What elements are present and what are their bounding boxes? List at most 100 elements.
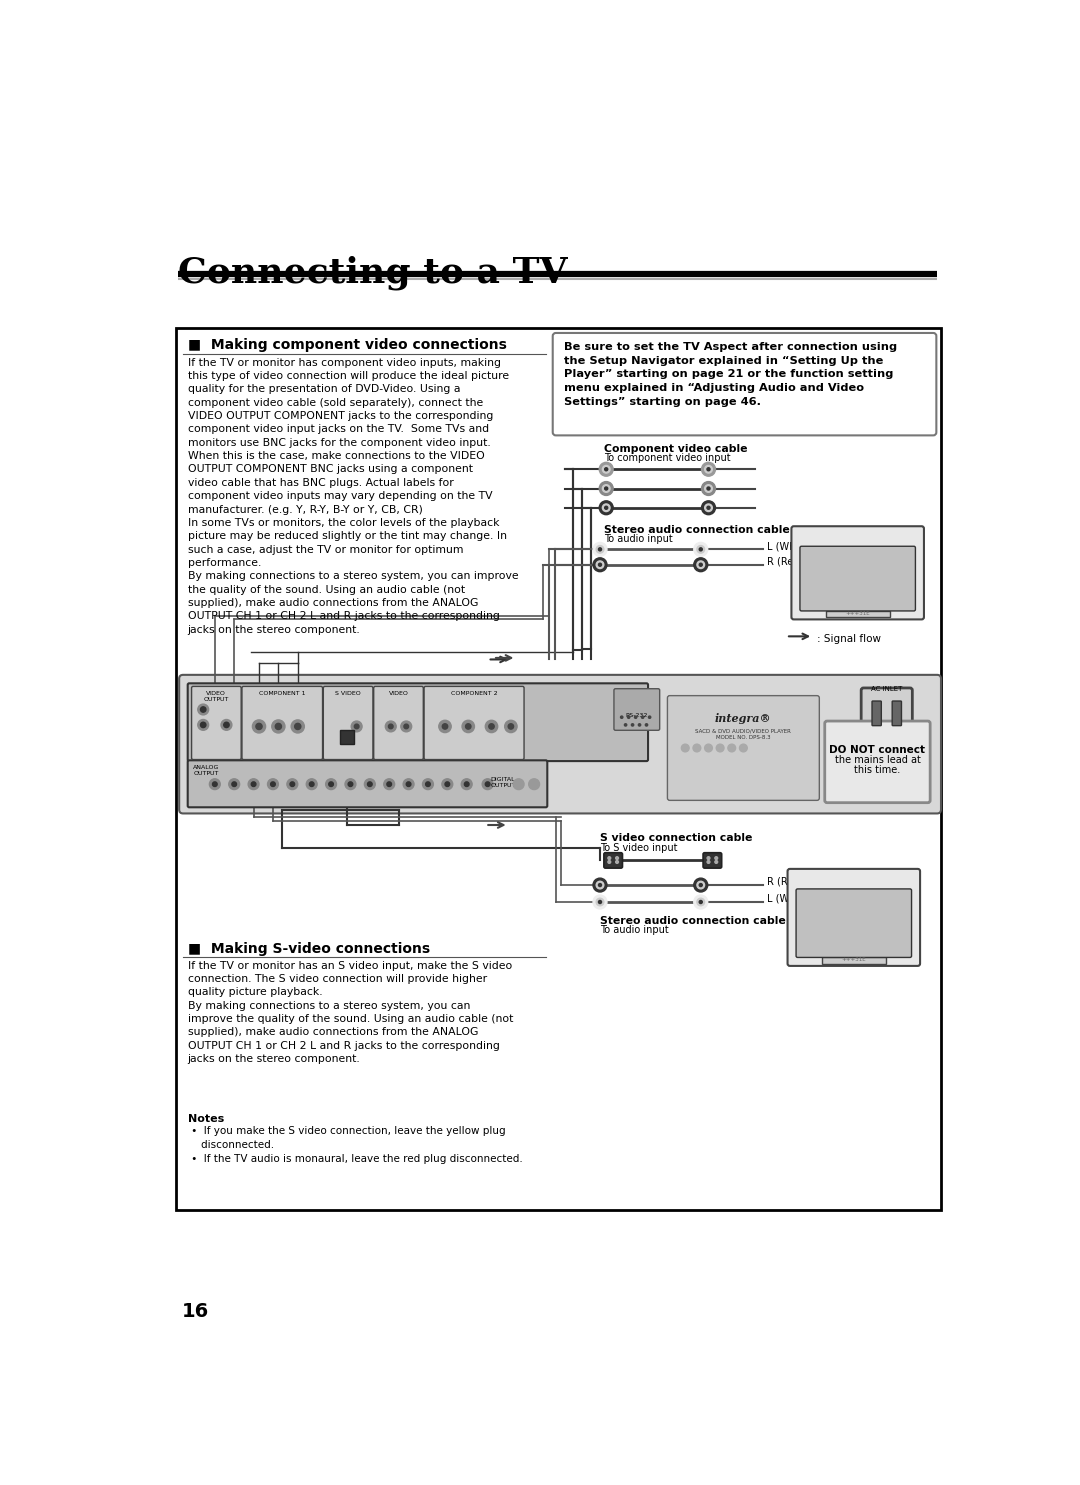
Circle shape bbox=[638, 723, 640, 726]
Text: : Signal flow: : Signal flow bbox=[816, 634, 881, 644]
Circle shape bbox=[596, 898, 604, 906]
Circle shape bbox=[509, 723, 514, 729]
Text: +++31E: +++31E bbox=[841, 958, 866, 962]
Text: 16: 16 bbox=[181, 1302, 208, 1322]
FancyBboxPatch shape bbox=[553, 333, 936, 435]
Circle shape bbox=[699, 900, 702, 903]
Circle shape bbox=[702, 481, 715, 496]
Circle shape bbox=[608, 861, 610, 863]
Circle shape bbox=[693, 558, 707, 572]
Circle shape bbox=[740, 744, 747, 751]
Text: S video connection cable: S video connection cable bbox=[600, 833, 753, 842]
Circle shape bbox=[422, 778, 433, 790]
Circle shape bbox=[627, 716, 630, 719]
Circle shape bbox=[596, 545, 604, 552]
Circle shape bbox=[707, 468, 710, 471]
FancyBboxPatch shape bbox=[188, 760, 548, 808]
Circle shape bbox=[699, 884, 702, 887]
Circle shape bbox=[272, 720, 285, 734]
Circle shape bbox=[715, 861, 717, 863]
Text: Be sure to set the TV Aspect after connection using
the Setup Navigator explaine: Be sure to set the TV Aspect after conne… bbox=[564, 342, 896, 407]
Text: ANALOG
OUTPUT: ANALOG OUTPUT bbox=[193, 765, 219, 775]
Circle shape bbox=[634, 716, 637, 719]
Text: Stereo audio connection cable: Stereo audio connection cable bbox=[604, 524, 789, 535]
Circle shape bbox=[681, 744, 689, 751]
Circle shape bbox=[201, 707, 206, 713]
FancyBboxPatch shape bbox=[374, 686, 423, 759]
Circle shape bbox=[707, 506, 710, 509]
Circle shape bbox=[328, 783, 334, 787]
FancyBboxPatch shape bbox=[787, 869, 920, 965]
Text: Notes: Notes bbox=[188, 1114, 224, 1124]
Circle shape bbox=[707, 857, 710, 860]
Circle shape bbox=[596, 561, 604, 569]
Circle shape bbox=[702, 500, 715, 515]
Circle shape bbox=[707, 487, 710, 490]
Text: Component video cable: Component video cable bbox=[604, 444, 747, 454]
FancyBboxPatch shape bbox=[825, 722, 930, 803]
Circle shape bbox=[275, 723, 282, 729]
Text: COMPONENT 1: COMPONENT 1 bbox=[259, 691, 306, 696]
Circle shape bbox=[256, 723, 262, 729]
Bar bbox=[176, 328, 941, 1210]
Text: VIDEO: VIDEO bbox=[389, 691, 408, 696]
Text: •  If you make the S video connection, leave the yellow plug
    disconnected.
 : • If you make the S video connection, le… bbox=[188, 1126, 523, 1164]
Text: the mains lead at: the mains lead at bbox=[835, 754, 920, 765]
Circle shape bbox=[387, 783, 392, 787]
FancyBboxPatch shape bbox=[188, 683, 648, 762]
Circle shape bbox=[693, 895, 707, 909]
Circle shape bbox=[728, 744, 735, 751]
Circle shape bbox=[596, 881, 604, 890]
Circle shape bbox=[616, 857, 619, 860]
Circle shape bbox=[702, 462, 715, 477]
Circle shape bbox=[445, 783, 449, 787]
Circle shape bbox=[632, 723, 634, 726]
Circle shape bbox=[443, 723, 448, 729]
Circle shape bbox=[513, 778, 524, 790]
Text: To component video input: To component video input bbox=[604, 453, 730, 463]
Circle shape bbox=[693, 542, 707, 557]
Circle shape bbox=[307, 778, 318, 790]
Circle shape bbox=[605, 506, 608, 509]
Text: To S video input: To S video input bbox=[600, 842, 677, 852]
Circle shape bbox=[252, 783, 256, 787]
Circle shape bbox=[224, 722, 229, 728]
Text: R (Red): R (Red) bbox=[767, 878, 802, 887]
Bar bbox=[339, 731, 353, 744]
Text: If the TV or monitor has an S video input, make the S video
connection. The S vi: If the TV or monitor has an S video inpu… bbox=[188, 961, 513, 1065]
Circle shape bbox=[697, 898, 704, 906]
Text: integra®: integra® bbox=[715, 713, 772, 725]
Circle shape bbox=[648, 716, 651, 719]
Circle shape bbox=[295, 723, 301, 729]
Circle shape bbox=[292, 720, 305, 734]
FancyBboxPatch shape bbox=[242, 686, 323, 759]
Circle shape bbox=[309, 783, 314, 787]
Circle shape bbox=[599, 481, 613, 496]
Text: VIDEO
OUTPUT: VIDEO OUTPUT bbox=[204, 691, 229, 702]
Circle shape bbox=[438, 720, 451, 732]
FancyBboxPatch shape bbox=[323, 686, 373, 759]
Circle shape bbox=[593, 542, 607, 557]
Circle shape bbox=[529, 778, 540, 790]
Circle shape bbox=[464, 783, 469, 787]
Circle shape bbox=[593, 895, 607, 909]
Circle shape bbox=[605, 487, 608, 490]
Circle shape bbox=[198, 720, 208, 731]
Circle shape bbox=[485, 720, 498, 732]
Circle shape bbox=[232, 783, 237, 787]
Circle shape bbox=[482, 778, 494, 790]
Circle shape bbox=[465, 723, 471, 729]
Text: R (Red): R (Red) bbox=[767, 557, 802, 567]
Circle shape bbox=[229, 778, 240, 790]
Circle shape bbox=[326, 778, 337, 790]
Circle shape bbox=[715, 857, 717, 860]
Circle shape bbox=[198, 704, 208, 714]
Text: SACD & DVD AUDIO/VIDEO PLAYER
MODEL NO. DPS-8.3: SACD & DVD AUDIO/VIDEO PLAYER MODEL NO. … bbox=[696, 729, 792, 740]
Bar bbox=[826, 610, 890, 618]
Circle shape bbox=[593, 558, 607, 572]
Circle shape bbox=[213, 783, 217, 787]
Text: AC INLET: AC INLET bbox=[872, 686, 903, 692]
Circle shape bbox=[401, 722, 411, 732]
Circle shape bbox=[598, 884, 602, 887]
Circle shape bbox=[646, 723, 648, 726]
